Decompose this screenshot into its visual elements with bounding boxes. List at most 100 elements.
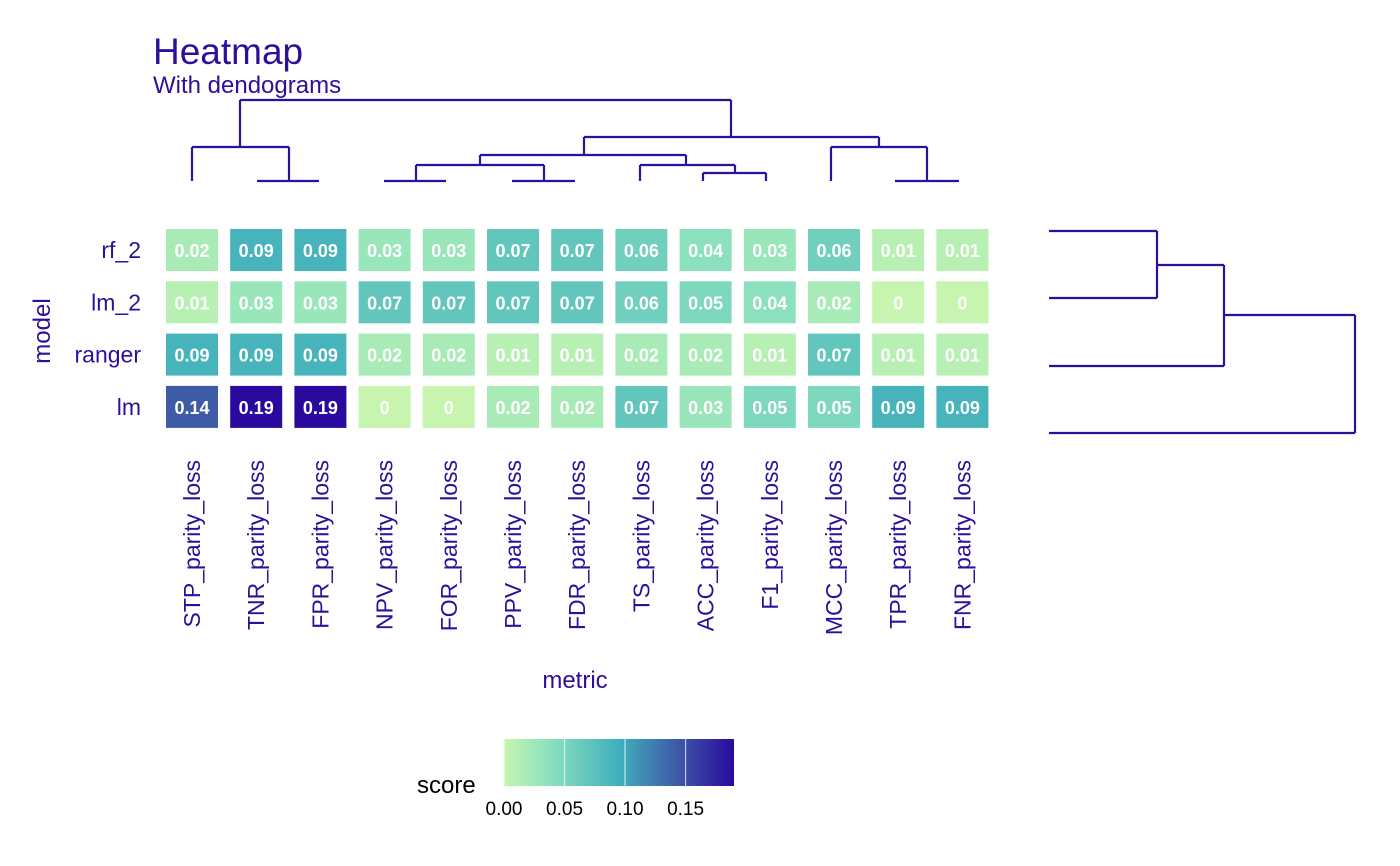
- cell-value-label: 0.06: [624, 293, 659, 313]
- heatmap-cell: [679, 229, 732, 271]
- heatmap-cell: [808, 385, 860, 428]
- heatmap-cell: [358, 333, 411, 376]
- legend-title: score: [417, 772, 476, 799]
- column-label: FDR_parity_loss: [564, 460, 590, 630]
- column-label: FOR_parity_loss: [436, 460, 462, 631]
- heatmap-cell: [166, 281, 218, 324]
- top-dendrogram: [190, 98, 959, 183]
- chart-title: Heatmap: [153, 31, 303, 72]
- cell-value-label: 0.02: [816, 293, 851, 313]
- cell-value-label: 0.01: [881, 346, 916, 366]
- cell-value-label: 0.05: [816, 398, 851, 418]
- cell-value-label: 0.06: [816, 241, 851, 261]
- legend-colorbar: [504, 739, 734, 786]
- column-label: MCC_parity_loss: [821, 460, 847, 635]
- heatmap-cell: [743, 385, 796, 428]
- cell-value-label: 0.02: [174, 241, 209, 261]
- heatmap-cell: [230, 385, 283, 428]
- cell-value-label: 0.09: [881, 398, 916, 418]
- cell-value-label: 0.05: [752, 398, 787, 418]
- heatmap-cell: [230, 333, 283, 376]
- row-label: lm_2: [91, 289, 141, 315]
- heatmap-cell: [808, 229, 860, 271]
- heatmap-cell: [743, 229, 796, 271]
- row-label: ranger: [75, 342, 142, 368]
- cell-value-label: 0.06: [624, 241, 659, 261]
- heatmap-cell: [808, 281, 860, 324]
- heatmap-cell: [294, 281, 347, 324]
- cell-value-label: 0: [444, 398, 454, 418]
- column-label: ACC_parity_loss: [693, 460, 719, 631]
- cell-value-label: 0.07: [560, 293, 595, 313]
- cell-value-label: 0.07: [624, 398, 659, 418]
- chart-subtitle: With dendograms: [153, 72, 341, 99]
- row-label: rf_2: [101, 237, 141, 263]
- heatmap-cell: [872, 385, 925, 428]
- column-label: TNR_parity_loss: [243, 460, 269, 630]
- column-label: FNR_parity_loss: [949, 460, 975, 630]
- cell-value-label: 0.09: [239, 241, 274, 261]
- cell-value-label: 0.01: [752, 346, 787, 366]
- legend-tick-label: 0.15: [667, 799, 704, 820]
- cell-value-label: 0.07: [560, 241, 595, 261]
- heatmap-cell: [615, 385, 668, 428]
- cell-value-label: 0.03: [239, 293, 274, 313]
- heatmap-cell: [936, 385, 989, 428]
- cell-value-label: 0.09: [239, 346, 274, 366]
- heatmap-cell: [422, 333, 475, 376]
- heatmap-cell: [551, 385, 604, 428]
- cell-value-label: 0.01: [174, 293, 209, 313]
- column-label: TS_parity_loss: [628, 460, 654, 612]
- cell-value-label: 0.09: [174, 346, 209, 366]
- cell-value-label: 0.07: [495, 241, 530, 261]
- heatmap-cells: 0.02 0.09 0.09 0.03 0.03 0.07 0.07 0.06 0.04 0.03…: [166, 229, 989, 428]
- legend-tick-label: 0.10: [607, 799, 644, 820]
- heatmap-cell: [294, 229, 347, 271]
- heatmap-cell: [808, 333, 860, 376]
- cell-value-label: 0.09: [303, 346, 338, 366]
- heatmap-cell: [230, 281, 283, 324]
- heatmap-cell: [358, 281, 411, 324]
- legend-tick-label: 0.00: [486, 799, 523, 820]
- heatmap-cell: [679, 281, 732, 324]
- legend-tick-label: 0.05: [546, 799, 583, 820]
- cell-value-label: 0.01: [881, 241, 916, 261]
- cell-value-label: 0.07: [431, 293, 466, 313]
- heatmap-cell: [615, 333, 668, 376]
- color-legend: score 0.00 0.05 0.10 0.15: [417, 739, 734, 820]
- cell-value-label: 0: [957, 293, 967, 313]
- heatmap-cell: [615, 281, 668, 324]
- heatmap-cell: [358, 229, 411, 271]
- heatmap-cell: [487, 333, 539, 376]
- right-dendrogram: [1049, 229, 1357, 435]
- heatmap-cell: [872, 229, 925, 271]
- heatmap-cell: [743, 281, 796, 324]
- cell-value-label: 0.03: [688, 398, 723, 418]
- heatmap-cell: [487, 385, 539, 428]
- heatmap-cell: [166, 333, 218, 376]
- cell-value-label: 0.01: [945, 346, 980, 366]
- cell-value-label: 0.02: [367, 346, 402, 366]
- heatmap-cell: [551, 333, 604, 376]
- cell-value-label: 0.02: [688, 346, 723, 366]
- cell-value-label: 0.07: [367, 293, 402, 313]
- cell-value-label: 0.09: [945, 398, 980, 418]
- cell-value-label: 0.04: [752, 293, 787, 313]
- cell-value-label: 0.02: [560, 398, 595, 418]
- heatmap-cell: [166, 385, 218, 428]
- heatmap-cell: [294, 333, 347, 376]
- cell-value-label: 0.04: [688, 241, 723, 261]
- heatmap-cell: [422, 385, 475, 428]
- heatmap-cell: [230, 229, 283, 271]
- cell-value-label: 0.09: [303, 241, 338, 261]
- x-axis-title: metric: [542, 667, 607, 694]
- cell-value-label: 0.07: [495, 293, 530, 313]
- heatmap-cell: [166, 229, 218, 271]
- heatmap-cell: [679, 333, 732, 376]
- column-labels: STP_parity_loss TNR_parity_loss FPR_parity…: [179, 460, 975, 635]
- cell-value-label: 0.19: [303, 398, 338, 418]
- heatmap-cell: [422, 281, 475, 324]
- heatmap-cell: [551, 281, 604, 324]
